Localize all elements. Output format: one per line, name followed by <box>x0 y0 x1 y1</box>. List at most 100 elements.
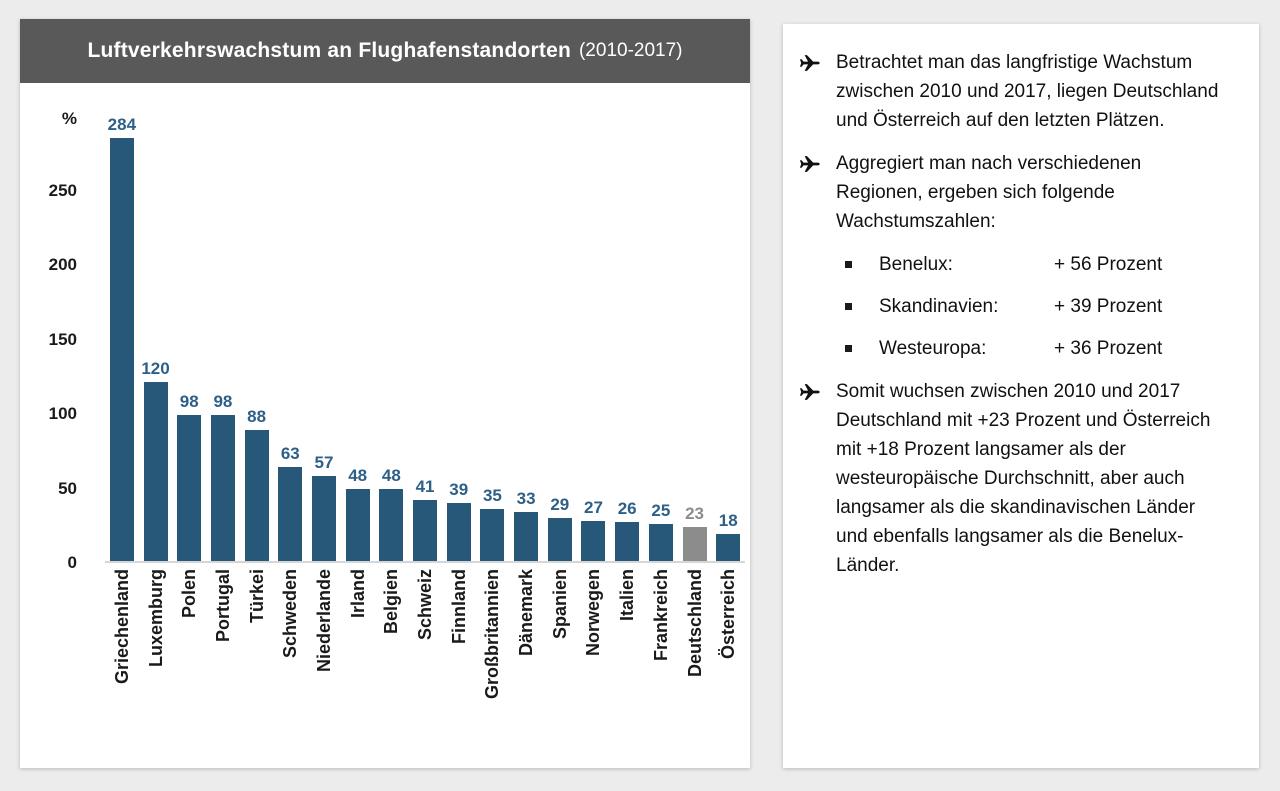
bar <box>682 526 707 561</box>
bar-column: 25 <box>644 501 678 561</box>
region-value: + 56 Prozent <box>1054 254 1163 275</box>
x-axis-label-cell: Niederlande <box>307 569 341 759</box>
plot-area: 284 120 98 98 88 63 57 48 48 41 39 35 33 29 27 26 25 23 18 <box>105 83 745 563</box>
bar <box>210 414 235 561</box>
chart-title-period: (2010-2017) <box>578 40 683 61</box>
bar-value-label: 48 <box>348 466 368 486</box>
bar <box>177 414 202 561</box>
x-axis-label: Polen <box>179 569 200 619</box>
x-axis-label: Italien <box>617 569 638 622</box>
x-axis-label-cell: Griechenland <box>105 569 139 759</box>
bar-column: 33 <box>509 489 543 561</box>
x-axis-label-cell: Italien <box>610 569 644 759</box>
x-axis-label: Niederlande <box>313 569 334 673</box>
x-axis-label: Großbritannien <box>482 569 503 699</box>
square-bullet-icon <box>845 292 879 310</box>
bar-column: 48 <box>375 466 409 561</box>
bar-value-label: 18 <box>718 511 738 531</box>
bar <box>446 502 471 561</box>
bullet-text: Somit wuchsen zwischen 2010 und 2017 Deu… <box>836 381 1211 576</box>
y-axis-tick-label: 50 <box>58 478 77 498</box>
chart-title-bar: Luftverkehrswachstum an Flughafenstandor… <box>20 19 750 83</box>
region-row: Benelux: + 56 Prozent <box>799 250 1225 279</box>
x-axis-label-cell: Polen <box>172 569 206 759</box>
chart-panel: Luftverkehrswachstum an Flughafenstandor… <box>20 19 750 768</box>
bar-column: 27 <box>577 498 611 561</box>
x-axis-label-cell: Norwegen <box>577 569 611 759</box>
x-axis-label: Portugal <box>212 569 233 643</box>
x-axis-label-cell: Spanien <box>543 569 577 759</box>
bar-column: 18 <box>711 511 745 561</box>
region-label: Skandinavien: <box>879 296 999 317</box>
x-axis-label: Schweiz <box>415 569 436 641</box>
square-bullet-icon <box>845 334 879 352</box>
bar <box>345 489 370 561</box>
x-axis-label-cell: Türkei <box>240 569 274 759</box>
x-axis-label: Dänemark <box>516 569 537 657</box>
bar-column: 26 <box>610 499 644 561</box>
region-value: + 39 Prozent <box>1054 296 1163 317</box>
region-value: + 36 Prozent <box>1054 338 1163 359</box>
x-axis-label-cell: Portugal <box>206 569 240 759</box>
x-axis-label: Türkei <box>246 569 267 624</box>
bar-column: 48 <box>341 466 375 561</box>
bar-value-label: 35 <box>482 485 502 505</box>
bar-column: 284 <box>105 115 139 561</box>
region-row: Westeuropa: + 36 Prozent <box>799 334 1225 363</box>
bar <box>581 520 606 561</box>
chart-body: % 0 50 100 150 200 250 284 120 98 98 88 63 57 48 48 41… <box>20 83 750 768</box>
x-axis-label: Belgien <box>381 569 402 635</box>
bar-value-label: 27 <box>584 497 603 517</box>
x-axis-label-cell: Frankreich <box>644 569 678 759</box>
bar <box>379 489 404 561</box>
bar-value-label: 25 <box>651 500 671 520</box>
x-axis-label-cell: Belgien <box>375 569 409 759</box>
x-axis-label-cell: Irland <box>341 569 375 759</box>
bar <box>311 476 336 561</box>
bar <box>143 382 168 561</box>
x-axis-label-cell: Finnland <box>442 569 476 759</box>
bar-value-label: 33 <box>516 488 536 508</box>
bar-column: 88 <box>240 407 274 561</box>
chart-title: Luftverkehrswachstum an Flughafenstandor… <box>87 39 571 62</box>
bullet-text: Betrachtet man das langfristige Wachstum… <box>836 52 1219 131</box>
bar-column: 23 <box>678 504 712 561</box>
bar <box>648 523 673 561</box>
bar-value-label: 26 <box>617 499 637 519</box>
bar-value-label: 120 <box>141 359 170 379</box>
airplane-bullet-icon <box>799 48 836 135</box>
bar-column: 57 <box>307 453 341 561</box>
bullet-item: Somit wuchsen zwischen 2010 und 2017 Deu… <box>799 377 1225 580</box>
bar-value-label: 39 <box>449 479 469 499</box>
bar-value-label: 29 <box>550 494 570 514</box>
bar-value-label: 23 <box>685 503 704 523</box>
bar-value-label: 48 <box>381 466 401 486</box>
y-axis-tick-label: 0 <box>67 553 77 572</box>
x-axis-label: Deutschland <box>684 569 705 678</box>
y-axis-unit-label: % <box>61 109 77 128</box>
bar-value-label: 88 <box>247 406 267 426</box>
y-axis-tick-label: 150 <box>48 329 77 349</box>
bar <box>109 137 134 561</box>
bar-column: 35 <box>476 486 510 561</box>
bullet-item: Betrachtet man das langfristige Wachstum… <box>799 48 1225 135</box>
region-label: Benelux: <box>879 254 953 275</box>
region-growth-list: Benelux: + 56 Prozent Skandinavien: + 39… <box>799 250 1225 363</box>
bar-value-label: 41 <box>415 476 435 496</box>
x-axis-label: Griechenland <box>111 569 132 685</box>
x-axis-label-cell: Dänemark <box>509 569 543 759</box>
bar <box>413 499 438 561</box>
region-label: Westeuropa: <box>879 338 987 359</box>
x-axis-label: Frankreich <box>650 569 671 662</box>
x-axis-label: Spanien <box>549 569 570 640</box>
commentary-panel: Betrachtet man das langfristige Wachstum… <box>783 24 1259 768</box>
airplane-bullet-icon <box>799 377 836 580</box>
bar-value-label: 57 <box>314 453 334 473</box>
x-axis-label: Norwegen <box>583 569 604 657</box>
region-row: Skandinavien: + 39 Prozent <box>799 292 1225 321</box>
x-axis-label: Luxemburg <box>145 569 166 668</box>
x-axis-label: Österreich <box>718 569 739 660</box>
x-axis-label-cell: Schweden <box>273 569 307 759</box>
x-axis-label-cell: Luxemburg <box>139 569 173 759</box>
square-bullet-icon <box>845 250 879 268</box>
